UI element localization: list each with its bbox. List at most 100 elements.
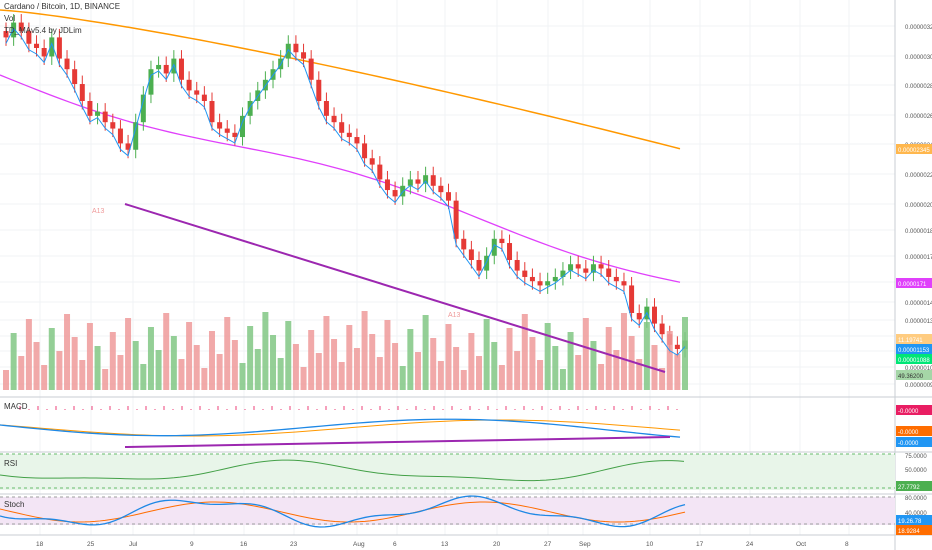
volume-bar: [682, 317, 688, 390]
volume-bar: [514, 351, 521, 390]
price-badge-label: 0.0000171: [898, 282, 927, 288]
volume-bar: [575, 355, 582, 390]
candle-body: [392, 190, 398, 197]
price-tick-label: 0.00000300: [905, 55, 932, 61]
candle-body: [140, 94, 146, 123]
candle-body: [285, 43, 291, 59]
volume-bar: [79, 360, 86, 390]
candle-body: [522, 270, 528, 277]
price-badge: [896, 354, 932, 364]
time-tick-label: 10: [646, 541, 654, 548]
candle-body: [156, 64, 162, 70]
volume-bar: [537, 360, 544, 390]
candle-body: [491, 238, 497, 256]
volume-bar: [384, 320, 391, 390]
volume-bar: [262, 312, 269, 390]
candle-body: [484, 255, 490, 271]
time-tick-label: 6: [393, 541, 397, 548]
volume-bar: [376, 357, 383, 390]
candle-body: [400, 185, 406, 197]
rsi-band: [0, 454, 895, 490]
candle-body: [133, 122, 139, 150]
volume-bar: [33, 342, 40, 390]
candle-body: [369, 158, 375, 165]
price-badge-label: 49.36200: [898, 374, 924, 380]
candle-body: [468, 249, 474, 260]
stoch-badge: [896, 525, 932, 535]
ma-magenta-line: [0, 74, 681, 283]
candle-body: [110, 122, 116, 129]
candle-body: [529, 276, 535, 282]
volume-bar: [567, 332, 574, 390]
volume-bar: [147, 327, 154, 390]
candle-body: [186, 79, 192, 91]
volume-bar: [422, 315, 429, 390]
volume-bar: [399, 366, 406, 390]
candle-body: [163, 64, 169, 74]
volume-bar: [10, 333, 17, 390]
candle-body: [217, 122, 223, 129]
volume-bar: [476, 356, 483, 390]
volume-bar: [201, 368, 208, 390]
volume-bar: [605, 327, 612, 390]
time-tick-label: 8: [845, 541, 849, 548]
volume-bar: [353, 348, 360, 390]
candle-body: [415, 179, 421, 184]
ma-blue-line: [5, 27, 686, 356]
stoch-label: Stoch: [4, 500, 25, 509]
volume-bar: [285, 321, 292, 390]
time-tick-label: 18: [36, 541, 44, 548]
volume-bar: [674, 354, 681, 390]
price-badge-label: 0.00001153: [898, 348, 930, 354]
candle-body: [575, 264, 581, 269]
rsi-label: RSI: [4, 459, 18, 468]
volume-bar: [414, 352, 421, 390]
time-tick-label: 17: [696, 541, 704, 548]
volume-bar: [170, 336, 177, 390]
volume-bar: [453, 347, 460, 390]
time-tick-label: 20: [493, 541, 501, 548]
volume-bar: [643, 322, 650, 390]
volume-bar: [437, 361, 444, 390]
volume-bar: [392, 343, 399, 390]
volume-bar: [277, 358, 284, 390]
time-tick-label: 24: [746, 541, 754, 548]
volume-bar: [186, 322, 193, 390]
price-badge: [896, 144, 932, 154]
candle-body: [11, 22, 17, 38]
volume-bar: [529, 337, 536, 390]
candle-body: [606, 268, 612, 277]
price-tick-label: 0.00000170: [905, 255, 932, 261]
volume-bar: [491, 342, 498, 390]
candle-body: [26, 31, 32, 44]
candle-body: [125, 143, 131, 150]
price-badge-label: 11.19741: [898, 338, 923, 344]
rsi-line: [0, 459, 685, 482]
candle-body: [232, 132, 238, 138]
candle-body: [41, 48, 47, 57]
indicator-label: TD_MAv5.4 by JDLim: [4, 26, 82, 35]
volume-bar: [544, 323, 551, 390]
volume-bar: [125, 318, 132, 390]
candle-body: [72, 69, 78, 85]
price-tick-label: 0.00000185: [905, 229, 932, 235]
volume-bar: [216, 354, 223, 390]
candle-body: [438, 185, 444, 193]
time-tick-label: 13: [441, 541, 449, 548]
stoch-tick-label: 80.0000: [905, 496, 927, 502]
time-tick-label: 9: [190, 541, 194, 548]
macd-badge: [896, 437, 932, 447]
volume-bar: [338, 362, 345, 390]
stoch-badge-label: 18.9284: [898, 529, 920, 535]
candle-body: [178, 58, 184, 80]
volume-bar: [483, 319, 490, 390]
volume-bar: [628, 336, 635, 390]
price-tick-label: 0.00000200: [905, 203, 932, 209]
candle-body: [224, 128, 230, 133]
volume-bar: [132, 341, 139, 390]
price-tick-label: 0.00000320: [905, 25, 932, 31]
candle-body: [590, 264, 596, 273]
volume-bar: [86, 323, 93, 390]
candle-body: [537, 281, 543, 286]
